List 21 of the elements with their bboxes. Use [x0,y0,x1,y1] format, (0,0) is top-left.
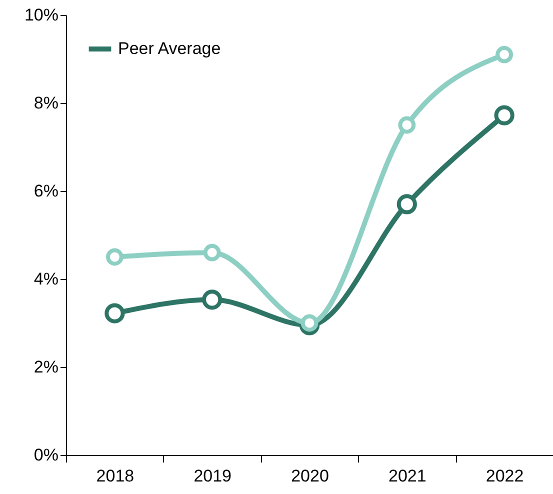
y-tick-label: 6% [34,182,58,200]
point [494,105,514,126]
y-tick-label: 0% [34,446,58,464]
x-tick-label: 2018 [96,466,134,486]
point [396,194,417,214]
point [496,46,514,64]
point [106,248,124,266]
x-tick-label: 2021 [388,466,426,486]
x-tick-label: 2019 [194,466,232,486]
point [203,244,221,262]
point [398,116,416,134]
y-tick-label: 2% [34,358,58,376]
point [300,314,318,332]
point [202,290,222,310]
x-tick-label: 2022 [486,466,524,486]
y-tick-label: 10% [24,6,58,24]
x-tick-label: 2020 [291,466,329,486]
y-tick-label: 4% [34,270,58,288]
point [104,303,125,324]
y-tick-label: 8% [34,94,58,112]
legend-label: Peer Average [118,39,221,58]
